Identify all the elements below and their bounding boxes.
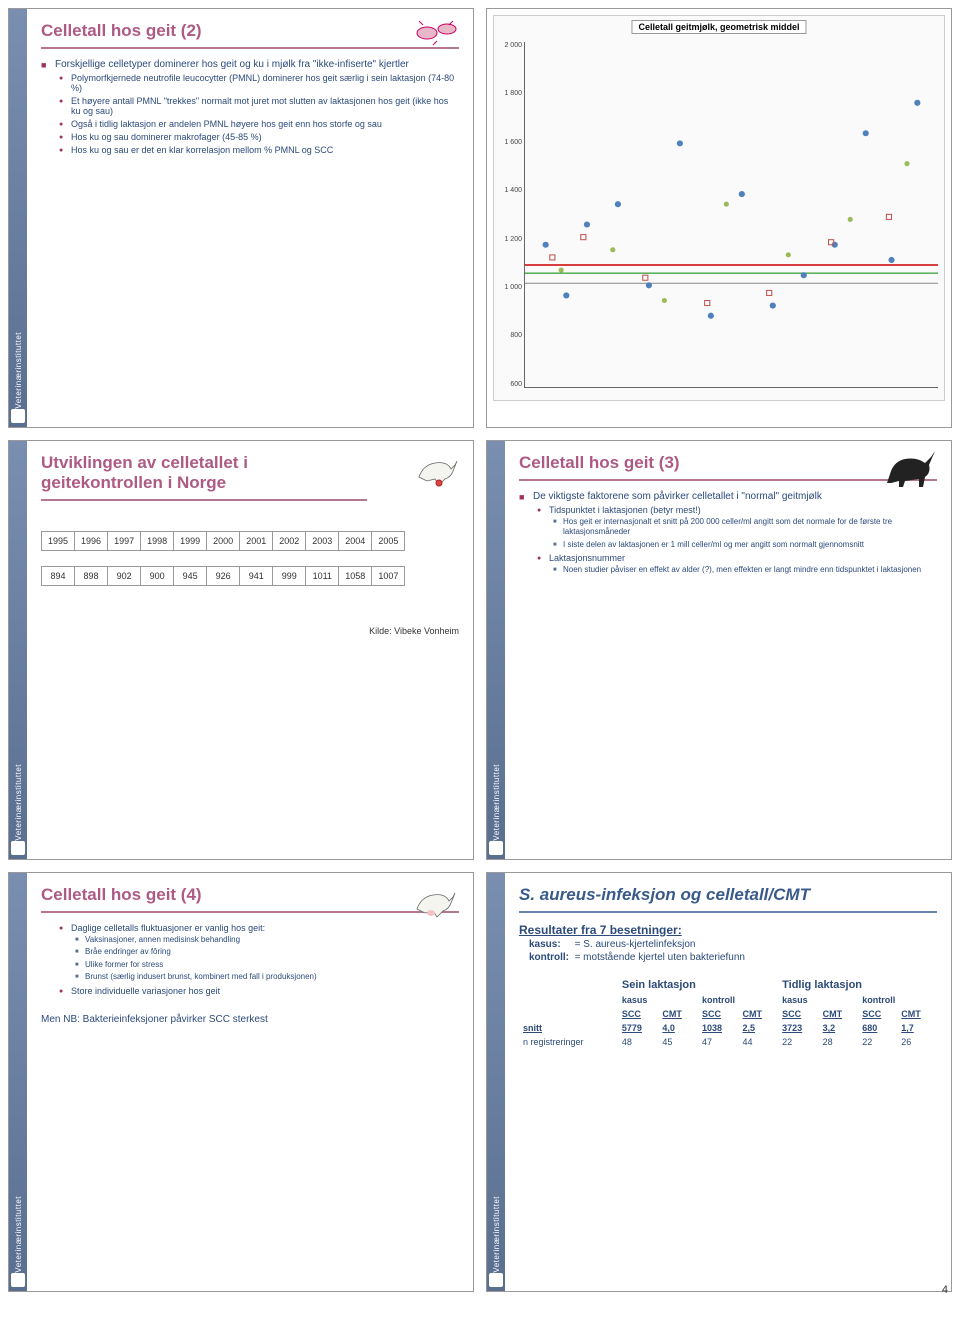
slide-saureus: Veterinærinstituttet S. aureus-infeksjon… [486,872,952,1292]
bullet: Vaksinasjoner, annen medisinsk behandlin… [75,935,459,945]
sidebar-brand: Veterinærinstituttet [14,756,23,841]
bullet: Brunst (særlig indusert brunst, kombiner… [75,972,459,982]
bullet: Daglige celletalls fluktuasjoner er vanl… [59,923,459,933]
chart-axes [524,42,938,388]
table-row: snitt 5779 4,0 1038 2,5 3723 3,2 680 1,7 [519,1021,937,1035]
slide-title: Celletall hos geit (2) [41,21,459,49]
chart-title: Celletall geitmjølk, geometrisk middel [631,20,806,34]
sidebar-brand: Veterinærinstituttet [492,756,501,841]
bullet: Forskjellige celletyper dominerer hos ge… [41,59,459,70]
slide-title: Utviklingen av celletallet i geitekontro… [41,453,367,501]
sidebar: Veterinærinstituttet [487,441,505,859]
cellcount-table: 1995199619971998199920002001200220032004… [41,531,405,586]
bullet: Noen studier påviser en effekt av alder … [553,565,937,575]
sidebar: Veterinærinstituttet [9,873,27,1291]
slide-utviklingen: Veterinærinstituttet Utviklingen av cell… [8,440,474,860]
slide-celletall-3: Veterinærinstituttet Celletall hos geit … [486,440,952,860]
slide-celletall-2: Veterinærinstituttet Celletall hos geit … [8,8,474,428]
bullet: Hos geit er internasjonalt et snitt på 2… [553,517,937,538]
kontroll-def: kontroll: = motstående kjertel uten bakt… [529,952,937,963]
bullet: Tidspunktet i laktasjonen (betyr mest!) [537,505,937,515]
bullet: Hos ku og sau dominerer makrofager (45-8… [59,132,459,142]
sidebar-logo-icon [489,1273,503,1287]
sidebar: Veterinærinstituttet [487,873,505,1291]
sidebar-brand: Veterinærinstituttet [14,1188,23,1273]
sidebar-logo-icon [11,1273,25,1287]
note-text: Men NB: Bakterieinfeksjoner påvirker SCC… [41,1014,459,1025]
bullet: De viktigste faktorene som påvirker cell… [519,491,937,502]
chart-y-ticks: 2 0001 8001 6001 4001 2001 000800600 [496,42,522,388]
kasus-def: kasus: = S. aureus-kjertelinfeksjon [529,939,937,950]
results-header: Resultater fra 7 besetninger: [519,923,937,937]
chart-source: Kilde: Vibeke Vonheim [41,626,459,636]
bullet: Polymorfkjernede neutrofile leucocytter … [59,73,459,93]
bullet: I siste delen av laktasjonen er 1 mill c… [553,540,937,550]
table-row: 894898902900945926941999101110581007 [42,567,405,586]
bullet: Et høyere antall PMNL "trekkes" normalt … [59,96,459,116]
sidebar-logo-icon [489,841,503,855]
sidebar-logo-icon [11,409,25,423]
slide-title: Celletall hos geit (4) [41,885,459,913]
goat-icon [409,447,463,499]
bacteria-icon [413,15,463,59]
sidebar: Veterinærinstituttet [9,441,27,859]
slide-chart: Celletall geitmjølk, geometrisk middel 2… [486,8,952,428]
slide-title: S. aureus-infeksjon og celletall/CMT [519,885,937,913]
sidebar: Veterinærinstituttet [9,9,27,427]
results-table: Sein laktasjon Tidlig laktasjon kasus ko… [519,977,937,1049]
bullet: Laktasjonsnummer [537,553,937,563]
table-row: 1995199619971998199920002001200220032004… [42,532,405,551]
bullet: Hos ku og sau er det en klar korrelasjon… [59,145,459,155]
bullet: Ulike former for stress [75,960,459,970]
sidebar-logo-icon [11,841,25,855]
sidebar-brand: Veterinærinstituttet [492,1188,501,1273]
scatter-chart: Celletall geitmjølk, geometrisk middel 2… [493,15,945,401]
slide-celletall-4: Veterinærinstituttet Celletall hos geit … [8,872,474,1292]
slide-title: Celletall hos geit (3) [519,453,937,481]
table-row: n registreringer 48 45 47 44 22 28 22 26 [519,1035,937,1049]
page-number: 4 [942,1284,948,1296]
bullet: Bråe endringer av fôring [75,947,459,957]
bullet: Også i tidlig laktasjon er andelen PMNL … [59,119,459,129]
sidebar-brand: Veterinærinstituttet [14,324,23,409]
bullet: Store individuelle variasjoner hos geit [59,986,459,996]
